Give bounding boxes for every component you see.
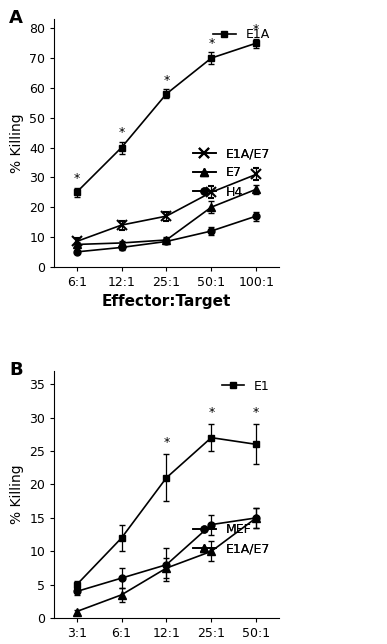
Legend: MEF, E1A/E7: MEF, E1A/E7	[190, 520, 272, 558]
Y-axis label: % Killing: % Killing	[10, 465, 24, 524]
Text: *: *	[253, 406, 259, 419]
Text: *: *	[163, 74, 170, 87]
Text: *: *	[208, 37, 214, 50]
Text: *: *	[163, 436, 170, 449]
Text: *: *	[208, 406, 214, 419]
Text: A: A	[9, 10, 23, 28]
Y-axis label: % Killing: % Killing	[10, 113, 24, 173]
Legend: E1A/E7, E7, H4: E1A/E7, E7, H4	[190, 144, 272, 201]
Text: B: B	[9, 361, 23, 379]
Text: *: *	[253, 23, 259, 36]
Text: *: *	[74, 173, 80, 185]
Text: *: *	[118, 126, 125, 139]
X-axis label: Effector:Target: Effector:Target	[102, 294, 231, 309]
